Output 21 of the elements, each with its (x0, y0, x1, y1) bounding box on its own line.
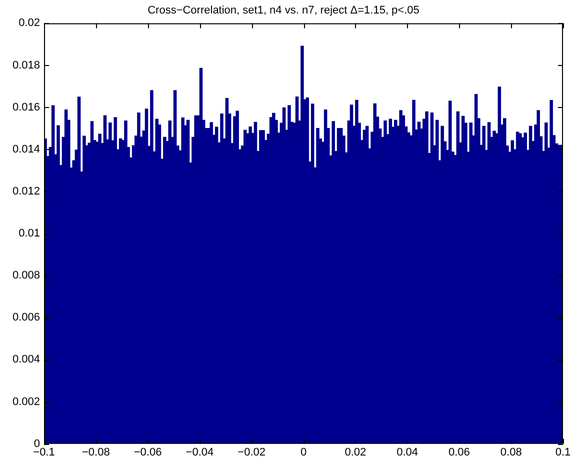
y-tick-label: 0.014 (12, 143, 40, 156)
y-tick-label: 0.002 (12, 396, 40, 408)
y-tick-label: 0.02 (18, 17, 40, 30)
x-tick-label: 0.04 (396, 446, 418, 458)
chart-title: Cross−Correlation, set1, n4 vs. n7, reject Δ=1.15, p<.05 (148, 4, 420, 17)
y-tick-label: 0.01 (18, 228, 40, 240)
x-tick-label: −0.08 (82, 446, 110, 458)
y-tick-label: 0.006 (12, 312, 40, 324)
y-tick-label: 0.018 (12, 59, 40, 72)
x-tick-label: 0.06 (448, 446, 470, 458)
y-tick-label: 0.008 (12, 270, 40, 282)
x-tick-label: 0.08 (500, 446, 522, 458)
x-tick-label: 0.02 (344, 446, 366, 458)
x-tick-label: 0.1 (555, 446, 571, 458)
x-tick-label: −0.02 (238, 446, 266, 458)
x-tick-label: 0 (300, 446, 307, 458)
y-tick-label: 0.004 (12, 354, 40, 366)
x-tick-label: −0.06 (134, 446, 162, 458)
y-tick-label: 0.012 (12, 185, 40, 198)
y-tick-label: 0.016 (12, 101, 40, 114)
x-tick-label: −0.04 (186, 446, 214, 458)
